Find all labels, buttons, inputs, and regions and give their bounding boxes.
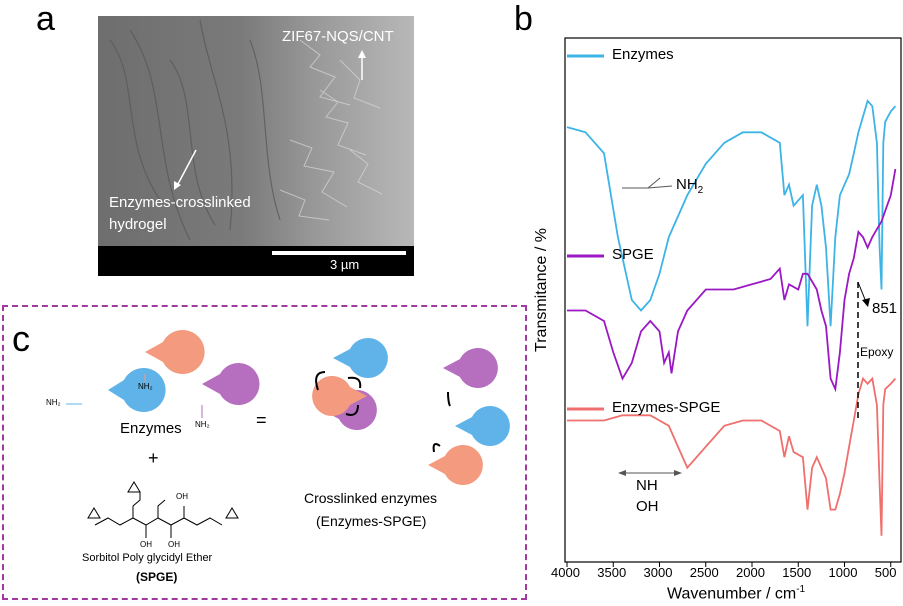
- annotation-851: 851: [872, 300, 898, 317]
- spge-abbr: (SPGE): [136, 570, 178, 584]
- enzyme-blue-icon: [66, 368, 166, 412]
- panel-label-c: c: [12, 318, 30, 359]
- legend-spge: SPGE: [612, 246, 654, 263]
- x-tick-label: 500: [874, 565, 897, 580]
- cluster2-blue-icon: [455, 405, 510, 446]
- annotation-nh: NH: [636, 477, 658, 494]
- annotation-nh2-sub: 2: [697, 185, 704, 196]
- x-tick-label: 4000: [551, 565, 580, 580]
- x-tick-label: 1000: [828, 565, 858, 580]
- panel-label-a: a: [36, 0, 55, 38]
- x-tick-label: 3000: [643, 565, 673, 580]
- nh2-label-purple: NH₂: [195, 420, 210, 429]
- annotation-nh2-text: NH: [676, 176, 698, 193]
- plot-frame: [564, 37, 902, 563]
- enzyme-purple-icon: [201, 363, 260, 418]
- spge-fullname: Sorbitol Poly glycidyl Ether: [82, 552, 213, 564]
- annotation-epoxy: Epoxy: [860, 345, 894, 359]
- cluster-orange-icon: [312, 375, 367, 416]
- series-line-2: [567, 376, 897, 536]
- equals-sign: =: [256, 410, 267, 430]
- nh2-label-blue: NH₂: [46, 398, 61, 407]
- cluster2-orange-icon: [428, 444, 483, 485]
- x-axis-label: Wavenumber / cm-1: [667, 584, 805, 603]
- series-line-1: [567, 168, 897, 393]
- annotation-oh: OH: [636, 498, 659, 515]
- x-tick-label: 2000: [736, 565, 765, 580]
- x-axis-label-sup: -1: [796, 584, 806, 595]
- x-tick-label: 2500: [689, 565, 719, 580]
- crosslinked-label-1: Crosslinked enzymes: [304, 490, 438, 506]
- sem-label-hydrogel-line1: Enzymes-crosslinked: [109, 194, 251, 211]
- cluster2-purple-icon: [443, 348, 498, 389]
- sem-label-hydrogel-line2: hydrogel: [109, 216, 167, 233]
- scale-bar-label: 3 µm: [330, 257, 360, 272]
- legend-enzymes-spge: Enzymes-SPGE: [612, 399, 721, 416]
- oh-label-3: OH: [168, 540, 180, 549]
- oh-label-2: OH: [140, 540, 152, 549]
- x-tick-label: 3500: [597, 565, 627, 580]
- enzymes-label: Enzymes: [120, 420, 182, 437]
- cluster-blue-icon: [333, 338, 388, 379]
- series-line-0: [566, 99, 897, 327]
- plus-sign: +: [148, 448, 159, 468]
- enzyme-orange-icon: [144, 330, 205, 382]
- crosslinked-label-2: (Enzymes-SPGE): [316, 513, 427, 529]
- legend-enzymes: Enzymes: [612, 46, 674, 63]
- oh-label-1: OH: [176, 492, 188, 501]
- panel-label-b: b: [514, 0, 533, 38]
- spge-structure-icon: [87, 481, 239, 538]
- nh2-label-orange: NH₂: [138, 382, 153, 391]
- annotation-nh2: NH2: [676, 176, 703, 196]
- cluster-purple-icon: [322, 389, 377, 430]
- sem-label-cnt: ZIF67-NQS/CNT: [282, 28, 394, 45]
- x-axis-label-text: Wavenumber / cm: [667, 585, 797, 603]
- x-tick-label: 1500: [782, 565, 812, 580]
- panel-c-box: [2, 305, 527, 600]
